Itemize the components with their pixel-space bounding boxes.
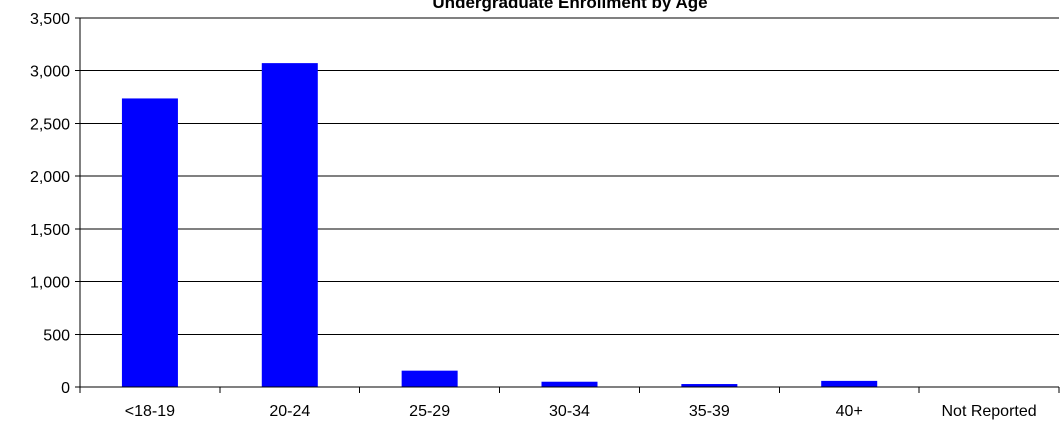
bar-5	[681, 384, 738, 387]
y-tick-label: 2,000	[30, 169, 70, 186]
y-tick-label: 1,500	[30, 222, 70, 239]
x-tick-label: <18-19	[125, 403, 175, 420]
x-tick-label: 25-29	[409, 403, 450, 420]
bar-1	[121, 98, 178, 387]
bar-4	[541, 381, 598, 387]
x-tick-label: 40+	[836, 403, 863, 420]
x-tick-label: 35-39	[689, 403, 730, 420]
y-tick-label: 500	[43, 327, 70, 344]
y-tick-label: 2,500	[30, 116, 70, 133]
bar-6	[821, 380, 878, 387]
bar-2	[261, 63, 318, 388]
x-tick-label: Not Reported	[941, 403, 1036, 420]
y-tick-label: 0	[61, 380, 70, 397]
chart-title: Undergraduate Enrollment by Age	[432, 0, 708, 12]
x-tick-label: 30-34	[549, 403, 590, 420]
y-tick-label: 3,500	[30, 11, 70, 28]
x-tick-label: 20-24	[269, 403, 310, 420]
y-tick-label: 3,000	[30, 64, 70, 81]
bar-3	[401, 370, 458, 387]
y-tick-label: 1,000	[30, 275, 70, 292]
